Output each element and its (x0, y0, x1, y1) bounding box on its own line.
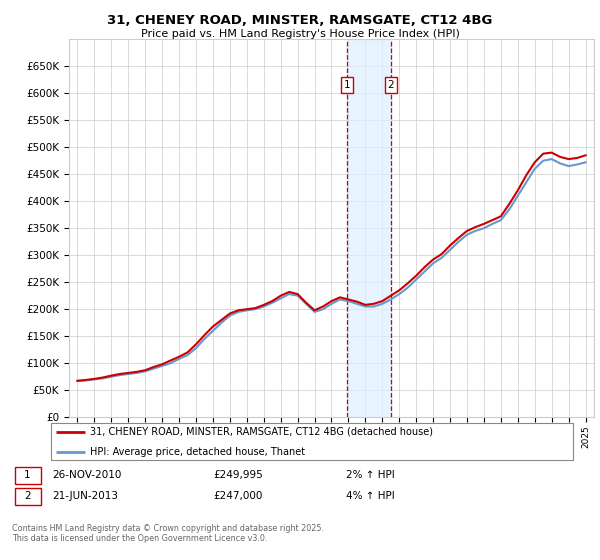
Text: 1: 1 (24, 470, 31, 480)
Text: 21-JUN-2013: 21-JUN-2013 (52, 491, 118, 501)
Text: 31, CHENEY ROAD, MINSTER, RAMSGATE, CT12 4BG (detached house): 31, CHENEY ROAD, MINSTER, RAMSGATE, CT12… (90, 427, 433, 437)
Bar (347, 39, 391, 417)
Text: £247,000: £247,000 (214, 491, 263, 501)
FancyBboxPatch shape (15, 488, 41, 505)
Text: 2: 2 (388, 80, 394, 90)
FancyBboxPatch shape (50, 423, 574, 460)
Text: 2: 2 (24, 491, 31, 501)
Text: 26-NOV-2010: 26-NOV-2010 (52, 470, 122, 480)
Text: 4% ↑ HPI: 4% ↑ HPI (346, 491, 395, 501)
Text: 2% ↑ HPI: 2% ↑ HPI (346, 470, 395, 480)
Text: HPI: Average price, detached house, Thanet: HPI: Average price, detached house, Than… (90, 447, 305, 457)
Text: 31, CHENEY ROAD, MINSTER, RAMSGATE, CT12 4BG: 31, CHENEY ROAD, MINSTER, RAMSGATE, CT12… (107, 14, 493, 27)
Text: Price paid vs. HM Land Registry's House Price Index (HPI): Price paid vs. HM Land Registry's House … (140, 29, 460, 39)
Text: Contains HM Land Registry data © Crown copyright and database right 2025.
This d: Contains HM Land Registry data © Crown c… (12, 524, 324, 543)
Text: 1: 1 (343, 80, 350, 90)
FancyBboxPatch shape (15, 467, 41, 484)
Text: £249,995: £249,995 (214, 470, 263, 480)
